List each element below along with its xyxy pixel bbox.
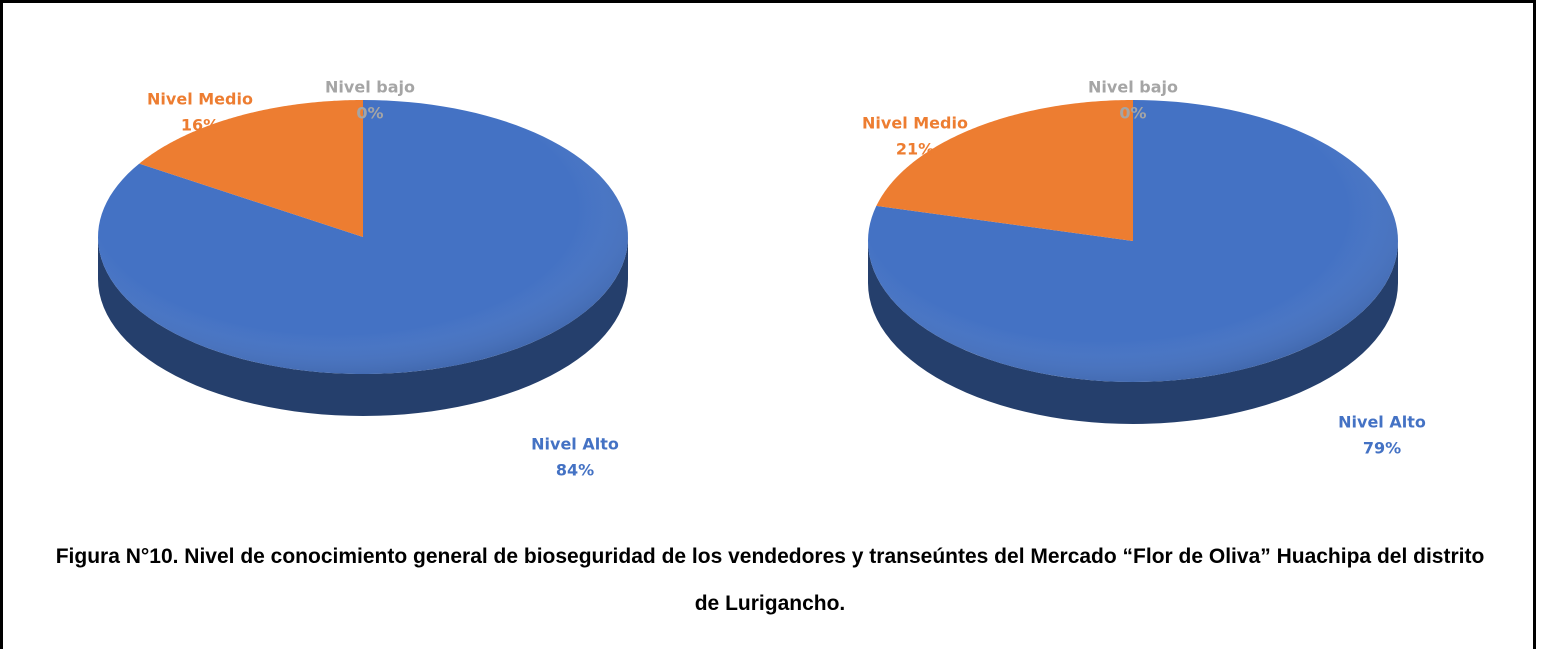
category-label: Nivel Alto — [1338, 413, 1426, 432]
category-label: Nivel bajo — [325, 78, 415, 97]
value-label: 84% — [556, 461, 594, 480]
caption: Figura N°10. Nivel de conocimiento gener… — [55, 545, 1485, 615]
slice-side — [98, 237, 628, 416]
value-label: 0% — [1119, 104, 1146, 123]
charts: Nivel Alto 84% Nivel Medio 16% Nivel bajo 0% N… — [98, 78, 1426, 480]
value-label: 16% — [181, 116, 219, 135]
shading — [98, 100, 628, 374]
category-label: Nivel Alto — [531, 435, 619, 454]
value-label: 79% — [1363, 439, 1401, 458]
slice-side — [868, 241, 1398, 424]
category-label: Nivel bajo — [1088, 78, 1178, 97]
category-label: Nivel Medio — [147, 90, 253, 109]
value-label: 0% — [356, 104, 383, 123]
shading — [868, 100, 1398, 382]
value-label: 21% — [896, 140, 934, 159]
category-label: Nivel Medio — [862, 114, 968, 133]
